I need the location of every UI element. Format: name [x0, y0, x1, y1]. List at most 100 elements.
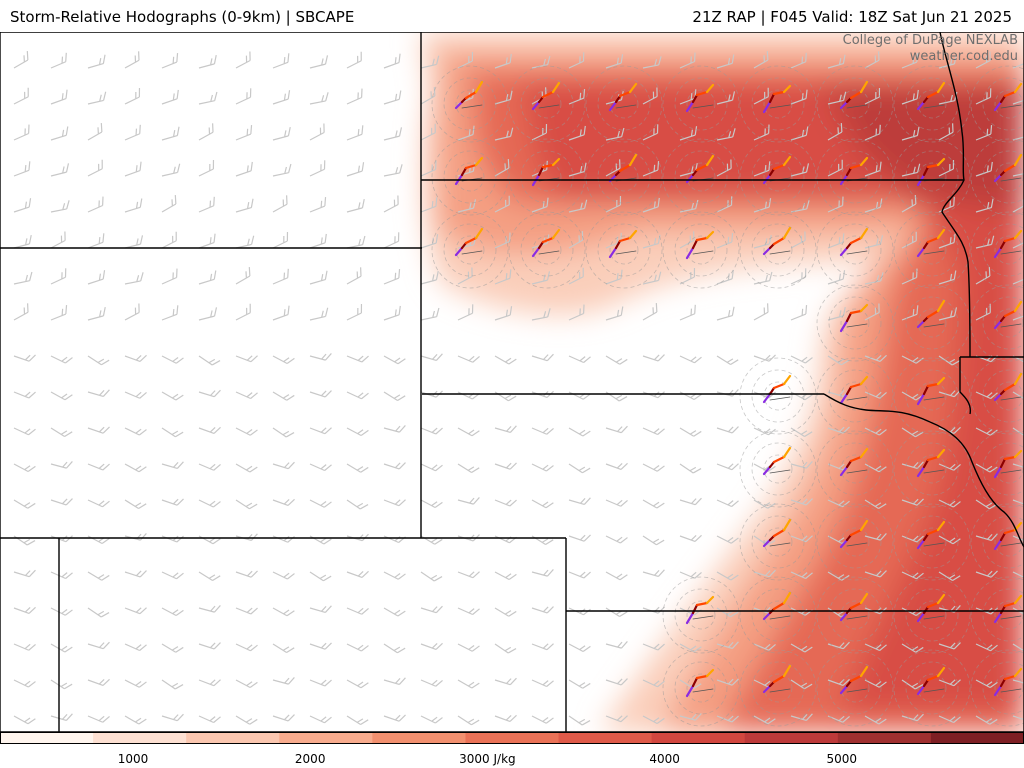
- wind-barb: [346, 125, 364, 141]
- wind-barb: [716, 128, 736, 141]
- hodograph-ring: [893, 357, 971, 435]
- wind-barb: [679, 643, 702, 653]
- wind-barb: [346, 51, 362, 69]
- wind-barb: [235, 88, 252, 105]
- wind-barb: [568, 497, 591, 505]
- hodograph: [839, 375, 869, 405]
- wind-barb: [457, 715, 480, 726]
- wind-barb: [383, 391, 406, 401]
- wind-barb: [198, 355, 221, 366]
- wind-barb: [13, 427, 36, 436]
- wind-barb: [938, 642, 961, 650]
- hodograph-ring: [431, 211, 509, 289]
- wind-barb: [383, 607, 406, 617]
- wind-barb: [642, 643, 665, 651]
- wind-barb: [13, 234, 32, 249]
- wind-barb: [679, 126, 698, 141]
- wind-barb: [198, 270, 217, 285]
- wind-barb: [87, 389, 110, 397]
- wind-barb: [87, 270, 106, 285]
- wind-barb: [50, 89, 68, 105]
- wind-barb: [864, 427, 887, 436]
- wind-barb: [272, 714, 295, 722]
- wind-barb: [161, 498, 184, 506]
- wind-barb: [605, 715, 628, 723]
- wind-barb: [309, 499, 332, 508]
- wind-barb: [235, 499, 258, 510]
- wind-barb: [272, 498, 295, 507]
- wind-barb: [87, 499, 110, 508]
- wind-barb: [198, 91, 218, 105]
- wind-barb: [13, 354, 36, 362]
- colorbar-bin: [186, 732, 281, 744]
- wind-barb: [679, 355, 702, 364]
- wind-barb: [124, 303, 140, 321]
- wind-barb: [235, 198, 254, 213]
- wind-barb: [272, 232, 289, 249]
- wind-barb: [161, 53, 179, 69]
- wind-barb: [827, 54, 846, 69]
- wind-barb: [272, 195, 288, 213]
- wind-barb: [568, 534, 591, 542]
- wind-barb: [309, 123, 325, 141]
- hodograph-ring: [970, 65, 1024, 143]
- wind-barb: [679, 199, 699, 213]
- wind-barb: [13, 463, 36, 473]
- hodograph: [762, 155, 792, 185]
- wind-barb: [679, 391, 702, 401]
- wind-barb: [420, 571, 443, 582]
- cape-hodograph-map: [0, 32, 1024, 732]
- wind-barb: [272, 268, 289, 285]
- wind-barb: [346, 499, 369, 510]
- wind-barb: [383, 269, 401, 285]
- wind-barb: [753, 715, 776, 725]
- hodograph-ring: [739, 138, 817, 216]
- wind-barb: [50, 52, 67, 69]
- hodograph-ring: [816, 649, 894, 727]
- wind-barb: [13, 569, 36, 578]
- wind-barb: [124, 499, 147, 509]
- wind-barb: [50, 571, 73, 580]
- wind-barb: [383, 90, 402, 105]
- hodograph-ring: [816, 211, 894, 289]
- wind-barb: [901, 126, 920, 141]
- wind-barb: [642, 427, 665, 436]
- wind-barb: [161, 268, 178, 285]
- wind-barb: [457, 571, 480, 579]
- hodograph-ring: [662, 649, 740, 727]
- wind-barb: [1012, 461, 1024, 470]
- hodograph-ring: [816, 357, 894, 435]
- wind-barb: [161, 713, 184, 722]
- wind-barb: [1012, 53, 1024, 69]
- wind-barb: [568, 391, 591, 400]
- wind-barb: [679, 427, 702, 437]
- hodograph-rings: [431, 65, 1024, 727]
- wind-barb: [124, 272, 144, 285]
- wind-barb: [827, 91, 847, 105]
- wind-barb: [50, 643, 73, 653]
- wind-barb: [938, 54, 957, 69]
- wind-barb: [494, 499, 517, 507]
- wind-barb: [420, 87, 436, 105]
- hodograph: [531, 228, 561, 258]
- wind-barb: [50, 305, 68, 321]
- colorbar-bin: [465, 732, 560, 744]
- hodograph: [916, 593, 946, 623]
- wind-barb: [272, 305, 290, 321]
- wind-barb: [605, 269, 623, 285]
- wind-barb: [87, 426, 110, 434]
- hodograph-ring: [816, 65, 894, 143]
- wind-barb: [346, 715, 369, 725]
- wind-barb: [864, 463, 887, 473]
- wind-barb: [309, 463, 332, 472]
- hodograph: [839, 592, 869, 622]
- wind-barb: [975, 267, 991, 285]
- hodograph: [993, 521, 1023, 551]
- wind-barb: [901, 305, 919, 321]
- wind-barb: [272, 126, 291, 141]
- wind-barb: [383, 714, 406, 722]
- wind-barb: [901, 355, 924, 364]
- wind-barb: [790, 713, 813, 721]
- wind-barb: [901, 571, 924, 580]
- wind-barb: [50, 200, 70, 213]
